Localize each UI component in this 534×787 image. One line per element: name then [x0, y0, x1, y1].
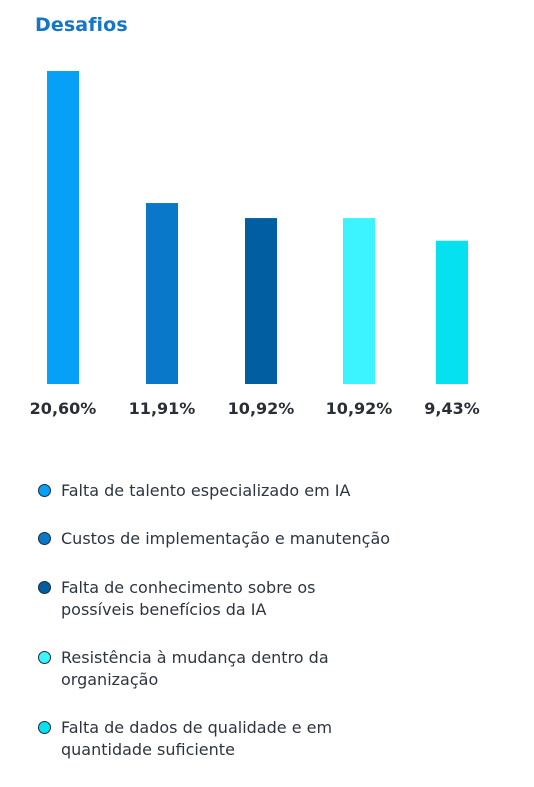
bar-value-label-2: 11,91%	[129, 399, 196, 418]
bar-value-label-3: 10,92%	[228, 399, 295, 418]
legend-item-1: Falta de talento especializado em IA	[38, 480, 508, 502]
legend-label-5: Falta de dados de qualidade e em quantid…	[61, 718, 333, 759]
bar-chart: 20,60% 11,91% 10,92% 10,92% 9,43%	[30, 71, 480, 418]
chart-title: Desafios	[35, 14, 128, 36]
legend-swatch-1	[38, 484, 51, 497]
legend-swatch-2	[38, 532, 51, 545]
legend-item-3: Falta de conhecimento sobre os possíveis…	[38, 577, 508, 621]
legend-label-4: Resistência à mudança dentro da organiza…	[61, 648, 329, 689]
legend-swatch-4	[38, 651, 51, 664]
legend-swatch-5	[38, 721, 51, 734]
bar-value-label-5: 9,43%	[424, 399, 480, 418]
legend-label-1: Falta de talento especializado em IA	[61, 481, 351, 500]
legend-item-5: Falta de dados de qualidade e em quantid…	[38, 717, 508, 761]
legend-item-4: Resistência à mudança dentro da organiza…	[38, 647, 508, 691]
legend-label-3: Falta de conhecimento sobre os possíveis…	[61, 578, 316, 619]
bar-5	[436, 240, 468, 384]
bar-1	[47, 71, 79, 384]
bar-4	[343, 218, 375, 384]
bar-value-label-4: 10,92%	[326, 399, 393, 418]
legend-item-2: Custos de implementação e manutenção	[38, 528, 508, 550]
legend-swatch-3	[38, 581, 51, 594]
bar-3	[245, 218, 277, 384]
legend-label-2: Custos de implementação e manutenção	[61, 529, 391, 548]
bar-2	[146, 203, 178, 384]
bar-value-label-1: 20,60%	[30, 399, 97, 418]
